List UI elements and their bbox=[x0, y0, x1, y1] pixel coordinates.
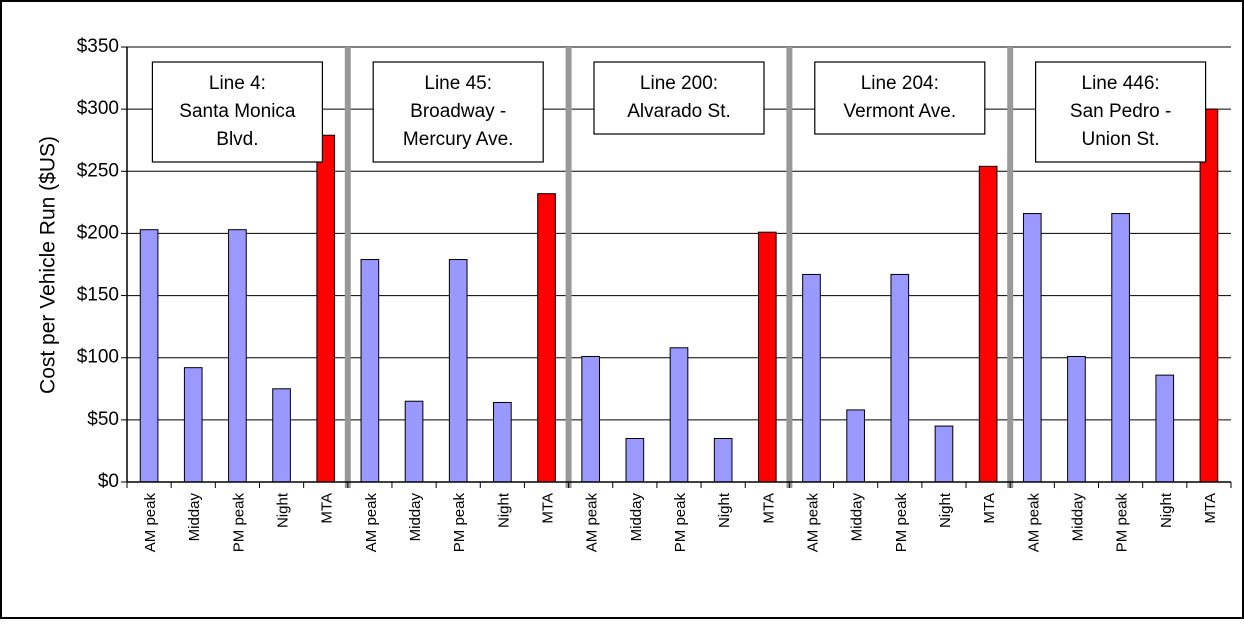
axes bbox=[121, 46, 1232, 488]
x-tick-label: Midday bbox=[1069, 493, 1086, 542]
group-label-line: Vermont Ave. bbox=[843, 101, 956, 122]
x-tick-label: Night bbox=[1158, 492, 1175, 528]
x-tick-label: Midday bbox=[849, 493, 866, 542]
x-tick-label: MTA bbox=[1202, 493, 1219, 524]
group-label-line: Mercury Ave. bbox=[403, 129, 514, 150]
y-tick-label: $250 bbox=[77, 160, 119, 181]
x-tick-label: MTA bbox=[540, 493, 557, 524]
bar bbox=[1199, 108, 1219, 483]
x-tick-label: AM peak bbox=[804, 493, 821, 553]
group-label-box bbox=[151, 61, 323, 163]
x-tick-label: MTA bbox=[981, 493, 998, 524]
y-tick-label: $100 bbox=[77, 347, 119, 368]
x-tick-labels: AM peak Midday PM peak Night MTA AM peak Midda… bbox=[142, 492, 1219, 552]
x-tick-label: PM peak bbox=[451, 493, 468, 553]
x-tick-label: Night bbox=[495, 492, 512, 528]
x-tick-label: Midday bbox=[628, 493, 645, 542]
y-axis-label: Cost per Vehicle Run ($US) bbox=[37, 136, 60, 394]
x-tick-label: AM peak bbox=[1025, 493, 1042, 553]
y-tick-label: $150 bbox=[77, 285, 119, 306]
bar bbox=[1155, 374, 1175, 483]
bar bbox=[978, 165, 998, 483]
group-label-line: Blvd. bbox=[216, 129, 258, 150]
group-label-line: Alvarado St. bbox=[627, 101, 731, 122]
x-tick-label: PM peak bbox=[893, 493, 910, 553]
group-label-line: Broadway - bbox=[410, 101, 506, 122]
group-label-line: Line 204: bbox=[861, 73, 939, 94]
bar bbox=[316, 134, 336, 483]
group-label-box bbox=[814, 61, 986, 135]
x-tick-label: Midday bbox=[407, 493, 424, 542]
x-tick-label: MTA bbox=[319, 493, 336, 524]
y-tick-label: $300 bbox=[77, 98, 119, 119]
x-tick-label: Midday bbox=[186, 493, 203, 542]
bar bbox=[228, 229, 247, 483]
x-tick-label: PM peak bbox=[230, 493, 247, 553]
group-label-line: Line 446: bbox=[1082, 73, 1160, 94]
bar bbox=[272, 388, 291, 483]
x-tick-label: Night bbox=[937, 492, 954, 528]
bar bbox=[581, 355, 601, 483]
x-tick-label: MTA bbox=[760, 493, 777, 524]
x-tick-label: AM peak bbox=[363, 493, 380, 553]
y-tick-label: $0 bbox=[98, 471, 119, 492]
bar bbox=[448, 259, 468, 483]
y-tick-label: $200 bbox=[77, 222, 119, 243]
x-tick-label: PM peak bbox=[1114, 493, 1131, 553]
bar bbox=[802, 273, 821, 483]
bar bbox=[757, 231, 777, 483]
group-dividers bbox=[344, 47, 1014, 488]
bar bbox=[890, 273, 910, 483]
bar bbox=[1067, 355, 1086, 483]
group-label-line: San Pedro - bbox=[1070, 101, 1171, 122]
bars bbox=[139, 108, 1219, 483]
group-label-line: Line 4: bbox=[209, 73, 266, 94]
x-tick-label: AM peak bbox=[584, 493, 601, 553]
bar bbox=[404, 400, 424, 483]
x-tick-label: AM peak bbox=[142, 493, 159, 553]
group-label-line: Line 45: bbox=[424, 73, 492, 94]
x-tick-label: Night bbox=[716, 492, 733, 528]
y-tick-label: $50 bbox=[87, 409, 119, 430]
bar bbox=[669, 347, 689, 483]
y-tick-label: $350 bbox=[77, 36, 119, 57]
group-label-box bbox=[593, 61, 765, 135]
group-label-line: Union St. bbox=[1082, 129, 1160, 150]
bar bbox=[713, 438, 733, 483]
group-label-box bbox=[1034, 61, 1207, 163]
bar bbox=[537, 193, 556, 483]
group-labels: Line 4: Santa Monica Blvd. Line 45: Broadway… bbox=[151, 61, 1207, 163]
group-label-line: Santa Monica bbox=[179, 101, 296, 122]
bar bbox=[493, 401, 512, 483]
bar bbox=[139, 229, 159, 483]
bar bbox=[846, 409, 865, 483]
group-label-line: Line 200: bbox=[640, 73, 718, 94]
y-tick-labels: $0 $50 $100 $150 $200 $250 $300 $350 bbox=[77, 36, 119, 492]
bar bbox=[625, 438, 645, 483]
bar bbox=[1111, 213, 1130, 483]
bar bbox=[183, 367, 203, 483]
bar bbox=[1022, 213, 1042, 483]
x-tick-label: Night bbox=[275, 492, 292, 528]
bar bbox=[360, 259, 380, 483]
x-tick-label: PM peak bbox=[672, 493, 689, 553]
group-label-box bbox=[372, 61, 544, 163]
bar bbox=[934, 425, 954, 483]
